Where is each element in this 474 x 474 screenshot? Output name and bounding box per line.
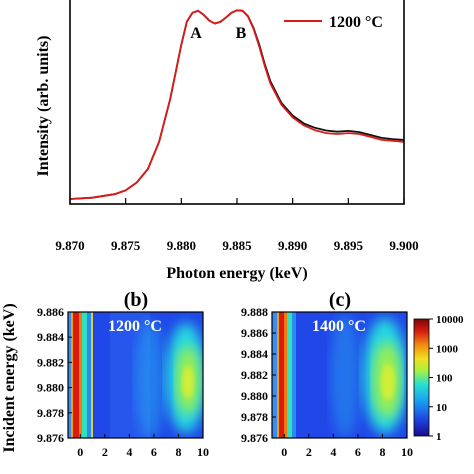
x-tick-label: 8 (175, 445, 181, 459)
y-tick-label: 9.888 (241, 305, 268, 319)
panel-a-x-ticks: 9.870 9.875 9.880 9.885 9.890 9.895 9.900 (55, 198, 419, 253)
x-tick-label: 0 (77, 445, 83, 459)
y-tick-label: 9.886 (37, 305, 64, 319)
legend: 1200 °C (284, 14, 383, 31)
colorbar-tick-label: 100 (436, 373, 453, 385)
x-tick-label: 4 (126, 445, 132, 459)
x-tick-label: 2 (306, 445, 312, 459)
panel-c-inset-label: 1400 °C (312, 318, 366, 335)
x-tick-label: 9.890 (278, 238, 307, 253)
colorbar-ticks: 1 10 100 1000 10000 (429, 314, 464, 443)
x-tick-label: 9.885 (222, 238, 252, 253)
x-tick-label: 6 (355, 445, 361, 459)
x-tick-label: 9.895 (334, 238, 364, 253)
x-tick-label: 10 (197, 445, 209, 459)
x-tick-label: 2 (102, 445, 108, 459)
panel-b-frame (67, 311, 204, 439)
colorbar-tick-label: 10 (436, 402, 448, 414)
panel-a-ylabel: Intensity (arb. units) (35, 36, 52, 177)
y-tick-label: 9.884 (241, 347, 268, 361)
panel-c-map (272, 312, 407, 438)
panel-c: (c) 1400 °C 0 2 4 6 8 10 9.876 9.878 9.880 9.882 9… (241, 289, 413, 459)
y-tick-label: 9.880 (37, 381, 64, 395)
panel-a: 9.870 9.875 9.880 9.885 9.890 9.895 9.900 Inte… (35, 0, 419, 282)
y-tick-label: 9.880 (241, 389, 268, 403)
panel-c-ticks: 0 2 4 6 8 10 9.876 9.878 9.880 9.882 9.884 9.886 9.8… (241, 305, 413, 459)
x-tick-label: 9.870 (55, 238, 84, 253)
x-tick-label: 9.880 (167, 238, 196, 253)
y-tick-label: 9.878 (241, 410, 268, 424)
x-tick-label: 9.900 (389, 238, 418, 253)
panel-b-inset-label: 1200 °C (108, 318, 162, 335)
colorbar-tick-label: 10000 (436, 314, 464, 326)
colorbar-gradient (413, 318, 430, 437)
panel-b-label: (b) (124, 289, 148, 311)
peak-label-a: A (190, 25, 202, 42)
y-tick-label: 9.882 (241, 368, 268, 382)
panel-b: (b) 1200 °C 0 2 4 6 8 10 9.876 9.878 9.880 9.882 9… (1, 289, 209, 459)
x-tick-label: 4 (330, 445, 336, 459)
x-tick-label: 0 (281, 445, 287, 459)
spectrum-line-1200 (69, 9, 405, 200)
panel-b-ylabel: Incident energy (keV) (1, 303, 18, 452)
spectra-lines (69, 9, 405, 200)
x-tick-label: 6 (151, 445, 157, 459)
legend-label-1200: 1200 °C (329, 14, 383, 31)
y-tick-label: 9.876 (241, 431, 268, 445)
y-tick-label: 9.886 (241, 326, 268, 340)
colorbar-tick-label: 1000 (436, 343, 459, 355)
panel-b-map (68, 312, 203, 438)
x-tick-label: 9.875 (111, 238, 141, 253)
y-tick-label: 9.882 (37, 355, 64, 369)
colorbar: 1 10 100 1000 10000 (413, 314, 464, 443)
y-tick-label: 9.876 (37, 431, 64, 445)
x-tick-label: 10 (401, 445, 413, 459)
x-tick-label: 8 (379, 445, 385, 459)
y-tick-label: 9.878 (37, 406, 64, 420)
panel-c-label: (c) (329, 289, 351, 311)
y-tick-label: 9.884 (37, 330, 64, 344)
panel-a-xlabel: Photon energy (keV) (166, 265, 307, 282)
panel-b-ticks: 0 2 4 6 8 10 9.876 9.878 9.880 9.882 9.884 9.886 (37, 305, 209, 459)
peak-label-b: B (236, 25, 247, 42)
colorbar-tick-label: 1 (436, 431, 442, 443)
